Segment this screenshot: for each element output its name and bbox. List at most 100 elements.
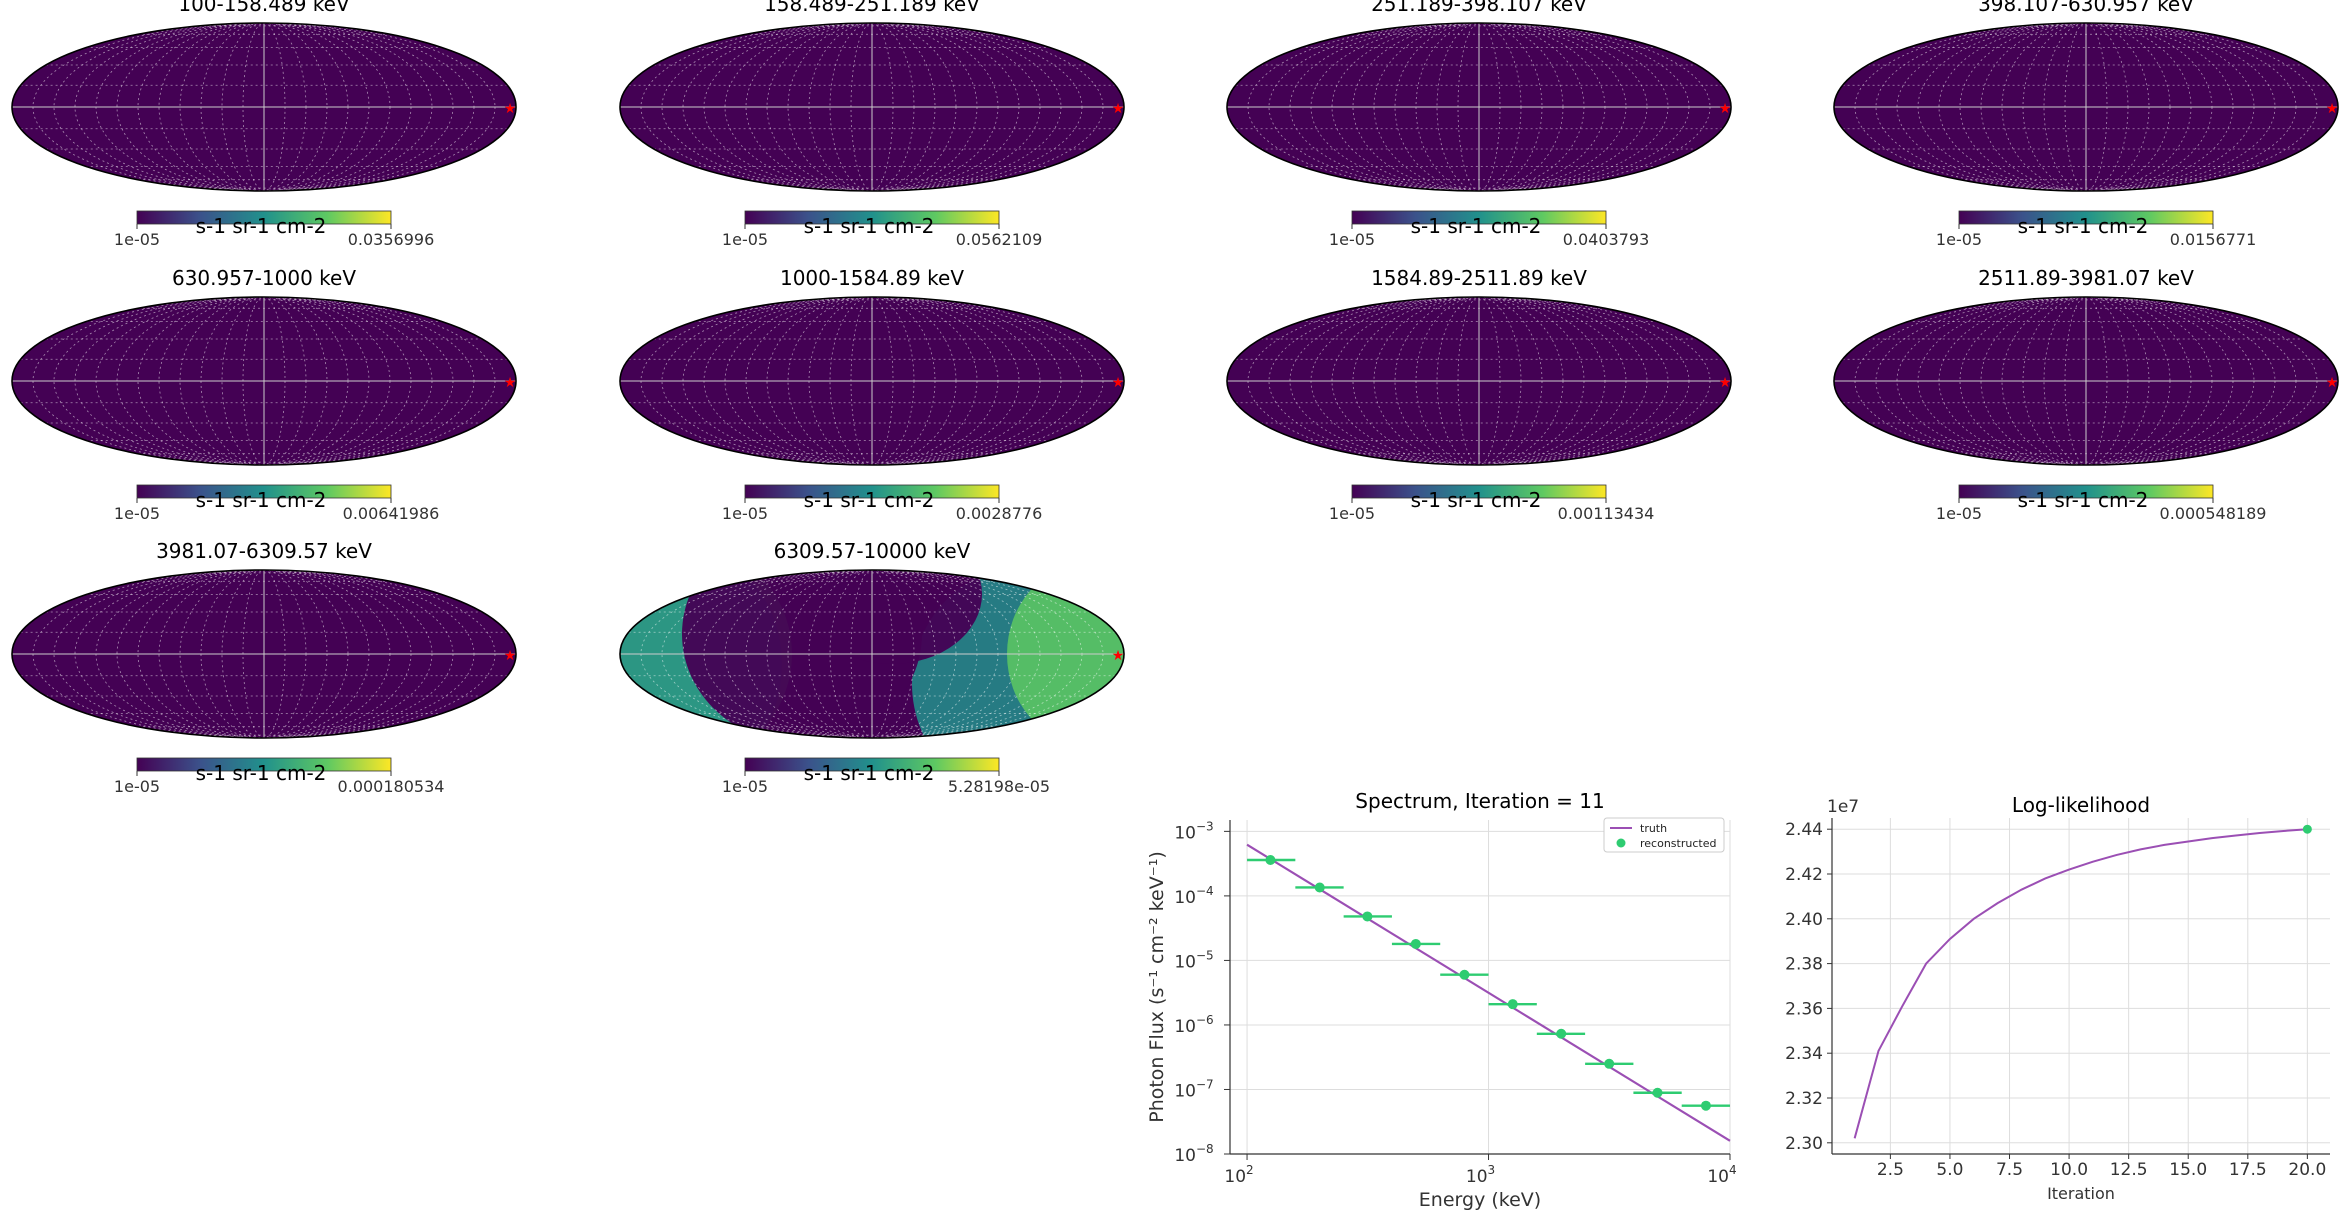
colorbar-min-label: 1e-05 bbox=[114, 777, 160, 796]
hotspot-left bbox=[12, 626, 34, 682]
colorbar-unit-label: s-1 sr-1 cm-2 bbox=[196, 761, 327, 785]
hotspot-left bbox=[620, 353, 642, 409]
emission-left bbox=[12, 23, 122, 191]
map-border bbox=[619, 569, 1125, 739]
source-star-icon: ★ bbox=[504, 648, 517, 664]
hotspot-left bbox=[620, 79, 642, 135]
x-axis-label: Energy (keV) bbox=[1419, 1189, 1541, 1211]
panel-title: 100-158.489 keV bbox=[178, 0, 350, 16]
hotspot-left bbox=[1834, 79, 1856, 135]
colorbar-min-label: 1e-05 bbox=[722, 504, 768, 523]
colorbar-unit-label: s-1 sr-1 cm-2 bbox=[804, 761, 935, 785]
colorbar bbox=[744, 210, 1000, 225]
emission-right bbox=[2228, 23, 2338, 191]
spectrum-plot: 102 103 104 10−8 10−7 10−6 10−5 10−4 10−3 Spectru… bbox=[1146, 789, 1737, 1211]
sky-map-panel: ★ 100-158.489 keV 1e-05 0.0356996 s-1 sr-1 c… bbox=[11, 0, 517, 249]
y-tick-label: 10−3 bbox=[1174, 819, 1213, 843]
map-content bbox=[1834, 297, 2338, 465]
sky-map-panel: ★ 6309.57-10000 keV 1e-05 5.28198e-05 s-1 sr… bbox=[619, 539, 1125, 796]
colorbar-min-label: 1e-05 bbox=[1936, 504, 1982, 523]
source-star-icon: ★ bbox=[1112, 375, 1125, 391]
reconstructed-point bbox=[1265, 854, 1276, 865]
x-tick-label: 17.5 bbox=[2229, 1160, 2267, 1180]
emission-left bbox=[12, 297, 122, 465]
y-tick-label: 2.44 bbox=[1785, 820, 1823, 840]
sky-map-panel: ★ 630.957-1000 keV 1e-05 0.00641986 s-1 sr-1… bbox=[11, 266, 517, 523]
hotspot-right bbox=[1102, 79, 1124, 135]
x-tick-label: 104 bbox=[1707, 1163, 1736, 1187]
map-border bbox=[1833, 296, 2339, 466]
map-border bbox=[1226, 296, 1732, 466]
current-iteration-point bbox=[2302, 824, 2312, 834]
hotspot-right bbox=[1102, 353, 1124, 409]
colorbar-max-label: 0.0356996 bbox=[348, 230, 435, 249]
y-tick-label: 10−5 bbox=[1174, 948, 1213, 972]
hotspot-right bbox=[1709, 79, 1731, 135]
colorbar-min-label: 1e-05 bbox=[114, 504, 160, 523]
reconstructed-point bbox=[1700, 1100, 1711, 1111]
panel-title: 398.107-630.957 keV bbox=[1978, 0, 2194, 16]
legend-reconstructed-swatch bbox=[1616, 838, 1626, 848]
y-tick-label: 2.40 bbox=[1785, 910, 1823, 930]
hotspot-right bbox=[1102, 626, 1124, 682]
reconstructed-point bbox=[1410, 938, 1421, 949]
emission-right bbox=[406, 23, 516, 191]
source-star-icon: ★ bbox=[1112, 101, 1125, 117]
x-tick-label: 103 bbox=[1466, 1163, 1495, 1187]
emission-left bbox=[1227, 23, 1337, 191]
colorbar-unit-label: s-1 sr-1 cm-2 bbox=[804, 488, 935, 512]
colorbar bbox=[136, 210, 392, 225]
panel-title: 1584.89-2511.89 keV bbox=[1371, 266, 1587, 290]
map-border bbox=[11, 296, 517, 466]
source-star-icon: ★ bbox=[1719, 101, 1732, 117]
map-content bbox=[12, 570, 516, 738]
reconstructed-point bbox=[1604, 1058, 1615, 1069]
colorbar-max-label: 0.0028776 bbox=[956, 504, 1043, 523]
emission-right bbox=[2228, 297, 2338, 465]
colorbar-max-label: 0.0562109 bbox=[956, 230, 1043, 249]
hotspot-left bbox=[12, 79, 34, 135]
colorbar-unit-label: s-1 sr-1 cm-2 bbox=[2018, 488, 2149, 512]
source-star-icon: ★ bbox=[504, 101, 517, 117]
x-axis-label: Iteration bbox=[2047, 1184, 2115, 1203]
emission-left bbox=[1834, 23, 1944, 191]
emission-right bbox=[1014, 297, 1124, 465]
emission-right bbox=[406, 570, 516, 738]
colorbar-min-label: 1e-05 bbox=[1329, 504, 1375, 523]
y-tick-label: 10−4 bbox=[1174, 884, 1213, 908]
sky-map-panel: ★ 2511.89-3981.07 keV 1e-05 0.000548189 s-1 … bbox=[1833, 266, 2339, 523]
emission-right bbox=[1014, 23, 1124, 191]
colorbar bbox=[1351, 210, 1607, 225]
colorbar bbox=[744, 484, 1000, 499]
x-tick-label: 102 bbox=[1224, 1163, 1253, 1187]
source-star-icon: ★ bbox=[1112, 648, 1125, 664]
colorbar bbox=[1958, 210, 2214, 225]
hotspot-left bbox=[1227, 353, 1249, 409]
x-tick-label: 15.0 bbox=[2169, 1160, 2207, 1180]
reconstructed-point bbox=[1459, 969, 1470, 980]
legend-box bbox=[1603, 817, 1725, 853]
source-star-icon: ★ bbox=[2326, 375, 2339, 391]
reconstructed-point bbox=[1314, 882, 1325, 893]
panel-title: 3981.07-6309.57 keV bbox=[156, 539, 372, 563]
colorbar bbox=[744, 757, 1000, 772]
hotspot-left bbox=[1834, 353, 1856, 409]
y-tick-label: 10−6 bbox=[1174, 1013, 1213, 1037]
sky-map-panel: ★ 158.489-251.189 keV 1e-05 0.0562109 s-1 sr… bbox=[619, 0, 1125, 249]
panel-title: 251.189-398.107 keV bbox=[1371, 0, 1587, 16]
colorbar-max-label: 0.00641986 bbox=[343, 504, 440, 523]
emission-left bbox=[620, 297, 730, 465]
panel-title: 6309.57-10000 keV bbox=[774, 539, 971, 563]
map-border bbox=[11, 22, 517, 192]
colorbar-unit-label: s-1 sr-1 cm-2 bbox=[196, 488, 327, 512]
reconstructed-point bbox=[1362, 911, 1373, 922]
map-border bbox=[11, 569, 517, 739]
hotspot-right bbox=[2316, 353, 2338, 409]
sky-map-panel: ★ 1584.89-2511.89 keV 1e-05 0.00113434 s-1 s… bbox=[1226, 266, 1732, 523]
hotspot-right bbox=[494, 79, 516, 135]
x-tick-label: 12.5 bbox=[2110, 1160, 2148, 1180]
panel-title: 2511.89-3981.07 keV bbox=[1978, 266, 2194, 290]
map-content bbox=[1834, 23, 2338, 191]
y-tick-label: 2.30 bbox=[1785, 1134, 1823, 1154]
map-border bbox=[1226, 22, 1732, 192]
